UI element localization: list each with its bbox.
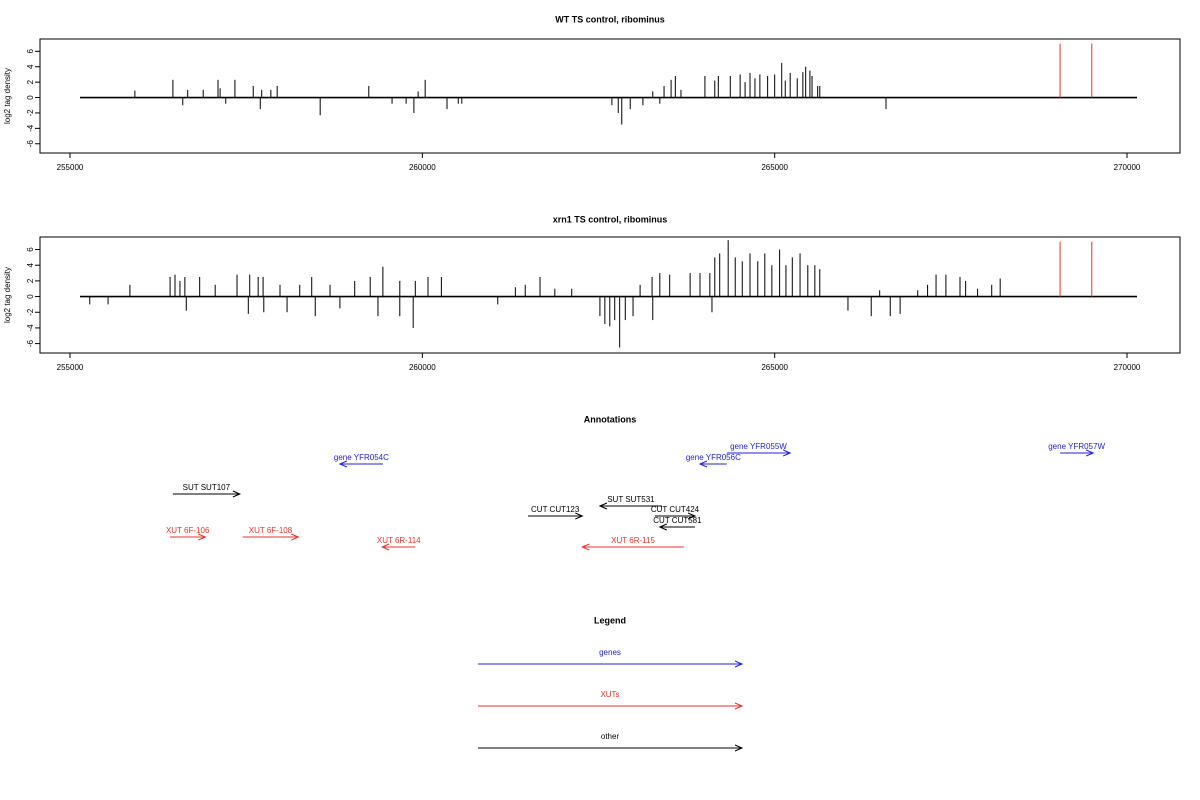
legend-label: XUTs (600, 690, 619, 699)
x-tick-label: 270000 (1114, 163, 1141, 172)
y-tick-label: 0 (26, 294, 35, 299)
y-tick-label: 2 (26, 79, 35, 84)
y-tick-label: -6 (26, 339, 35, 347)
feature-label: gene YFR056C (686, 453, 741, 462)
feature-label: gene YFR054C (334, 453, 389, 462)
x-tick-label: 255000 (57, 163, 84, 172)
feature-arrow (654, 512, 697, 520)
feature-arrow (338, 460, 383, 468)
y-tick-label: -4 (26, 324, 35, 332)
y-tick-label: 0 (26, 95, 35, 100)
y-axis-label: log2 tag density (3, 68, 12, 124)
feature-label: XUT 6F-106 (166, 526, 210, 535)
x-tick-label: 265000 (761, 163, 788, 172)
feature-arrow (172, 490, 242, 498)
feature-arrow (242, 533, 300, 541)
plot-frame (39, 38, 1181, 154)
legend-arrow (478, 744, 744, 752)
feature-label: XUT 6R-114 (377, 536, 421, 545)
y-tick-label: 4 (26, 64, 35, 69)
x-tick-label: 260000 (409, 363, 436, 372)
feature-arrow (380, 543, 416, 551)
y-tick-label: 4 (26, 262, 35, 267)
x-tick-label: 265000 (761, 363, 788, 372)
x-tick-label: 260000 (409, 163, 436, 172)
feature-arrow (658, 523, 696, 531)
y-tick-label: -2 (26, 308, 35, 316)
feature-label: XUT 6R-115 (611, 536, 655, 545)
legend-label: genes (599, 648, 621, 657)
y-tick-label: -4 (26, 124, 35, 132)
y-tick-label: 6 (26, 247, 35, 252)
x-tick-label: 255000 (57, 363, 84, 372)
feature-label: CUT CUT424 (651, 505, 700, 514)
feature-arrow (528, 512, 584, 520)
feature-label: gene YFR057W (1048, 442, 1105, 451)
plot-frame (39, 236, 1181, 354)
feature-label: CUT CUT581 (653, 516, 702, 525)
feature-arrow (1060, 449, 1095, 457)
feature-arrow (581, 543, 684, 551)
y-tick-label: 6 (26, 49, 35, 54)
feature-label: SUT SUT107 (183, 483, 231, 492)
chart-title: xrn1 TS control, ribominus (553, 214, 668, 224)
y-tick-label: -6 (26, 140, 35, 148)
feature-arrow (170, 533, 207, 541)
legend-arrow (478, 660, 744, 668)
feature-label: gene YFR055W (730, 442, 787, 451)
feature-label: SUT SUT531 (607, 495, 655, 504)
legend-label: other (601, 732, 620, 741)
feature-label: CUT CUT123 (531, 505, 580, 514)
feature-arrow (726, 449, 792, 457)
chart-title: WT TS control, ribominus (555, 14, 665, 24)
legend-arrow (478, 702, 744, 710)
x-tick-label: 270000 (1114, 363, 1141, 372)
y-axis-label: log2 tag density (3, 267, 12, 323)
feature-label: XUT 6F-108 (249, 526, 293, 535)
feature-arrow (698, 460, 727, 468)
legend-title: Legend (594, 615, 626, 625)
y-tick-label: 2 (26, 278, 35, 283)
feature-arrow (598, 502, 662, 510)
annotations-title: Annotations (584, 414, 637, 424)
y-tick-label: -2 (26, 109, 35, 117)
